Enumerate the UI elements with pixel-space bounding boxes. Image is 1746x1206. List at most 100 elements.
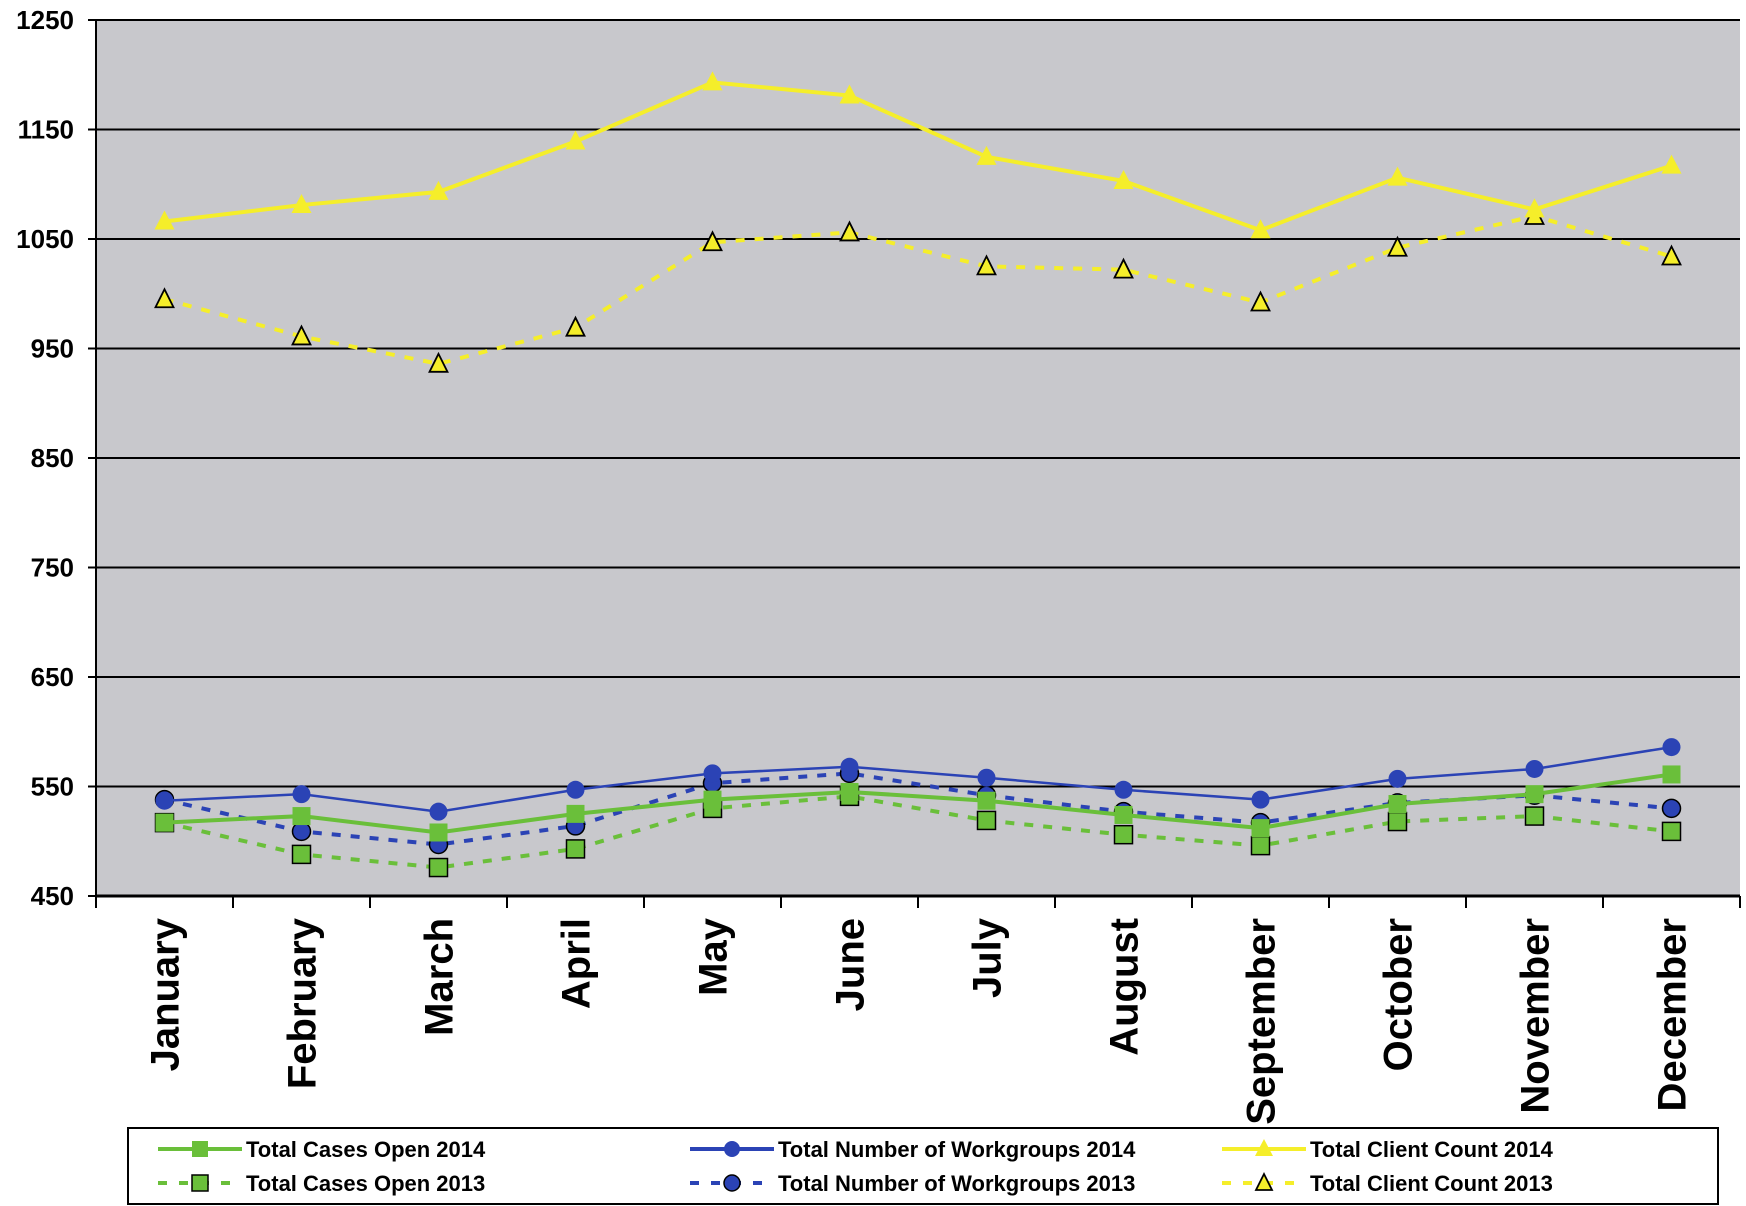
- y-tick-label: 750: [31, 553, 74, 583]
- series-total-client-count-2013: [154, 203, 1682, 373]
- x-tick-label: December: [1651, 918, 1695, 1111]
- data-point: [1387, 166, 1408, 186]
- data-point: [1525, 785, 1544, 804]
- x-tick-label: June: [829, 918, 873, 1011]
- data-point: [1251, 819, 1270, 838]
- legend-item: Total Number of Workgroups 2014: [690, 1137, 1136, 1162]
- y-tick-label: 950: [31, 334, 74, 364]
- data-point: [155, 813, 174, 832]
- legend-marker: [1255, 1139, 1273, 1156]
- x-axis-tick-labels: January February March April May June July Augu…: [144, 917, 1695, 1125]
- data-point: [1524, 198, 1545, 218]
- legend-label: Total Number of Workgroups 2013: [778, 1171, 1135, 1196]
- data-point: [1388, 769, 1407, 788]
- x-tick-label: July: [966, 917, 1010, 998]
- data-point: [702, 230, 723, 252]
- legend-marker: [723, 1174, 741, 1192]
- legend: Total Cases Open 2014 Total Number of Wor…: [127, 1127, 1719, 1205]
- series-line: [164, 772, 1672, 835]
- x-tick-label: September: [1240, 918, 1284, 1125]
- data-point: [291, 844, 312, 865]
- data-point: [1387, 811, 1408, 832]
- y-tick-label: 450: [31, 881, 74, 911]
- data-point: [839, 220, 860, 242]
- data-point: [703, 790, 722, 809]
- data-point: [703, 764, 722, 783]
- data-point: [1662, 765, 1681, 784]
- data-point: [565, 315, 586, 337]
- x-tick-label: August: [1103, 918, 1147, 1056]
- data-point: [292, 785, 311, 804]
- data-point: [1251, 790, 1270, 809]
- data-point: [1250, 290, 1271, 312]
- data-point: [1387, 235, 1408, 257]
- series-line: [164, 794, 1672, 870]
- legend-label: Total Client Count 2013: [1310, 1171, 1553, 1196]
- data-point: [291, 821, 312, 842]
- x-tick-label: February: [281, 917, 325, 1089]
- data-point: [1524, 806, 1545, 826]
- legend-item: Total Number of Workgroups 2013: [690, 1171, 1135, 1196]
- data-point: [976, 810, 997, 831]
- series-total-cases-open-2014: [155, 765, 1681, 842]
- data-point: [1250, 219, 1271, 239]
- data-point: [840, 782, 859, 801]
- data-point: [1113, 169, 1134, 189]
- legend-marker: [724, 1141, 740, 1157]
- data-point: [565, 130, 586, 150]
- legend-item: Total Client Count 2013: [1222, 1171, 1553, 1196]
- legend-marker: [191, 1174, 209, 1192]
- data-point: [428, 180, 449, 200]
- y-tick-label: 650: [31, 662, 74, 692]
- y-tick-label: 850: [31, 443, 74, 473]
- data-point: [565, 839, 586, 859]
- data-point: [429, 802, 448, 821]
- data-point: [702, 71, 723, 91]
- data-point: [428, 857, 449, 878]
- x-tick-label: October: [1377, 918, 1421, 1071]
- series-total-client-count-2014: [154, 71, 1682, 239]
- data-point: [291, 194, 312, 214]
- x-tick-label: May: [692, 917, 736, 996]
- legend-item: Total Cases Open 2014: [158, 1137, 486, 1162]
- data-point: [1661, 821, 1682, 842]
- data-point: [1388, 795, 1407, 814]
- legend-label: Total Number of Workgroups 2014: [778, 1137, 1136, 1162]
- data-point: [1250, 835, 1271, 856]
- data-point: [1114, 805, 1133, 824]
- data-point: [566, 780, 585, 799]
- x-tick-label: March: [418, 918, 462, 1036]
- data-point: [1661, 154, 1682, 174]
- data-point: [1661, 798, 1682, 819]
- data-point: [977, 791, 996, 810]
- y-axis-tick-labels: 1250 1150 1050 950 850 750 650 550 450: [16, 5, 74, 911]
- legend-box: [127, 1127, 1719, 1205]
- legend-marker: [1254, 1171, 1274, 1191]
- data-point: [976, 254, 997, 276]
- data-point: [977, 768, 996, 787]
- y-tick-label: 1250: [16, 5, 74, 35]
- data-point: [429, 823, 448, 842]
- data-point: [1114, 780, 1133, 799]
- y-tick-label: 1150: [18, 115, 74, 145]
- x-tick-label: November: [1514, 918, 1558, 1114]
- data-point: [1662, 738, 1681, 757]
- axes: [88, 19, 1741, 908]
- data-point: [292, 807, 311, 826]
- series-line: [164, 80, 1673, 233]
- data-point: [291, 324, 312, 346]
- data-point: [154, 287, 175, 309]
- x-tick-label: April: [555, 918, 599, 1009]
- data-point: [1661, 244, 1682, 266]
- legend-label: Total Client Count 2014: [1310, 1137, 1554, 1162]
- legend-item: Total Client Count 2014: [1222, 1137, 1554, 1162]
- data-point: [428, 351, 449, 373]
- data-point: [1113, 824, 1134, 845]
- x-tick-label: January: [144, 917, 188, 1071]
- data-point: [155, 791, 174, 810]
- series-group: [154, 71, 1682, 878]
- data-point: [840, 757, 859, 776]
- series-line: [164, 771, 1672, 847]
- data-point: [1525, 759, 1544, 778]
